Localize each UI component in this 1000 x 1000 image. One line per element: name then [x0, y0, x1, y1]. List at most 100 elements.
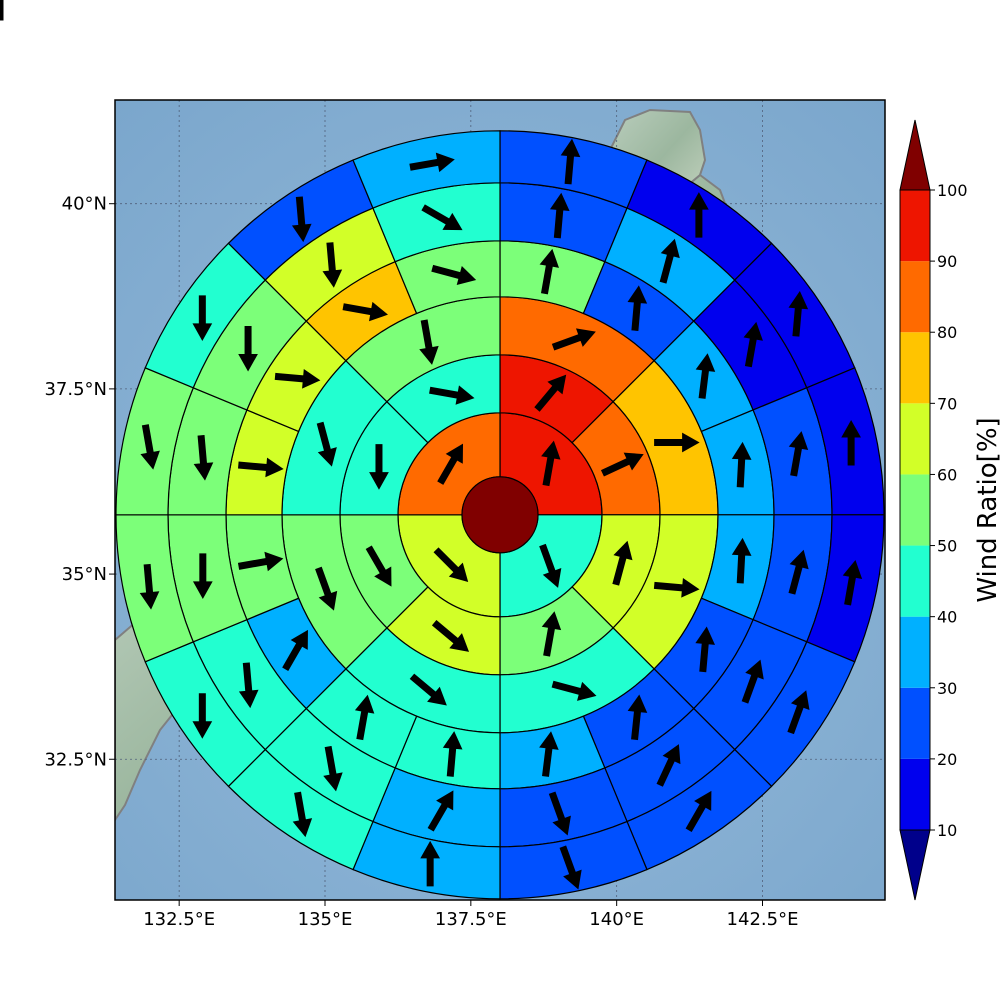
colorbar-bin — [900, 545, 930, 617]
wind-arrow — [140, 424, 160, 470]
colorbar-tick-label: 90 — [937, 252, 957, 271]
wind-arrow — [627, 285, 648, 332]
wind-arrow — [409, 152, 455, 173]
x-tick-label: 142.5°E — [727, 909, 799, 930]
colorbar-tick-label: 10 — [937, 821, 957, 840]
wind-arrow — [788, 431, 809, 477]
wind-arrow — [193, 434, 214, 481]
colorbar-bin — [900, 332, 930, 404]
x-tick-label: 135°E — [298, 909, 353, 930]
wind-arrow — [787, 690, 810, 735]
wind-arrow — [551, 328, 596, 351]
wind-arrow — [419, 319, 439, 365]
wind-arrow — [541, 440, 561, 487]
y-tick-label: 40°N — [62, 194, 107, 215]
x-tick-label: 137.5°E — [435, 909, 507, 930]
wind-arrow — [420, 840, 441, 887]
x-tick-label: 140°E — [589, 909, 644, 930]
wind-arrow — [654, 432, 700, 453]
colorbar-tick-label: 80 — [937, 323, 957, 342]
colorbar-tick-label: 50 — [937, 537, 957, 556]
wind-arrow — [539, 248, 559, 295]
wind-arrow — [431, 619, 470, 652]
colorbar-tick-label: 40 — [937, 608, 957, 627]
center-disc — [461, 476, 539, 554]
wind-arrow — [315, 566, 338, 611]
wind-arrow — [689, 192, 709, 238]
y-tick-label: 32.5°N — [44, 749, 107, 770]
wind-arrow — [627, 694, 648, 741]
colorbar-bin — [900, 616, 930, 688]
wind-sector-cell — [352, 130, 501, 209]
colorbar-bin — [900, 687, 930, 759]
wind-arrow — [238, 662, 259, 709]
wind-arrow — [842, 560, 863, 606]
wind-arrow — [369, 444, 389, 490]
colorbar-tick-label: 20 — [937, 750, 957, 769]
wind-arrow — [429, 385, 475, 405]
colorbar-tick-label: 60 — [937, 465, 957, 484]
x-axis-ticks: 132.5°E 135°E 137.5°E 140°E 142.5°E — [143, 900, 798, 930]
colorbar-bin — [900, 474, 930, 546]
wind-arrow — [659, 238, 680, 284]
wind-arrow — [442, 731, 463, 777]
wind-arrow — [323, 745, 343, 792]
wind-arrows — [0, 0, 863, 890]
colorbar-bin — [900, 758, 930, 830]
colorbar-bin — [900, 190, 930, 262]
wind-arrow — [551, 680, 597, 701]
wind-arrow — [237, 551, 284, 572]
wind-arrow — [437, 443, 464, 485]
wind-arrow — [282, 629, 308, 671]
wind-arrow — [421, 204, 463, 231]
colorbar: 10 20 30 40 50 60 70 80 90 100 — [899, 119, 968, 901]
wind-arrow — [237, 457, 284, 478]
colorbar-over-triangle — [899, 119, 931, 191]
wind-arrow — [322, 242, 343, 288]
wind-arrow — [731, 441, 752, 488]
wind-arrow — [292, 791, 313, 838]
wind-arrow — [612, 540, 633, 586]
wind-arrow — [0, 0, 4, 21]
wind-arrow — [139, 563, 160, 610]
wind-arrow — [600, 452, 644, 477]
wind-arrow — [409, 673, 447, 706]
colorbar-frame — [899, 189, 931, 831]
wind-arrow — [291, 196, 312, 243]
colorbar-title: Wind Ratio[%] — [973, 417, 1000, 602]
wind-arrow — [539, 731, 559, 777]
wind-arrow — [653, 577, 700, 598]
wind-arrow — [695, 626, 716, 673]
map-frame — [114, 99, 886, 901]
wind-arrow — [274, 368, 321, 389]
colorbar-tick-label: 30 — [937, 679, 957, 698]
x-tick-label: 132.5°E — [143, 909, 215, 930]
wind-arrow — [192, 295, 213, 341]
wind-arrow — [788, 290, 809, 337]
wind-arrow — [788, 549, 809, 595]
wind-arrow — [741, 659, 764, 704]
wind-arrow — [731, 537, 752, 584]
wind-arrow — [656, 744, 681, 787]
wind-arrow — [365, 545, 392, 587]
colorbar-under-triangle — [899, 829, 931, 901]
wind-arrow — [695, 353, 716, 399]
wind-arrow — [541, 611, 562, 657]
wind-arrow — [534, 374, 567, 412]
wind-arrow — [841, 419, 861, 466]
wind-arrow — [559, 845, 582, 890]
wind-arrow — [192, 553, 213, 599]
wind-arrow — [539, 543, 562, 588]
wind-arrow — [548, 791, 571, 836]
wind-arrow — [316, 421, 337, 467]
wind-arrow — [549, 192, 570, 239]
wind-arrow — [192, 693, 213, 739]
wind-arrow — [433, 547, 469, 583]
y-tick-label: 37.5°N — [44, 379, 107, 400]
y-axis-ticks: 32.5°N 35°N 37.5°N 40°N — [44, 194, 115, 770]
wind-arrow — [743, 321, 763, 368]
colorbar-tick-label: 70 — [937, 394, 957, 413]
wind-arrow — [560, 138, 581, 185]
wind-arrow — [427, 790, 454, 832]
